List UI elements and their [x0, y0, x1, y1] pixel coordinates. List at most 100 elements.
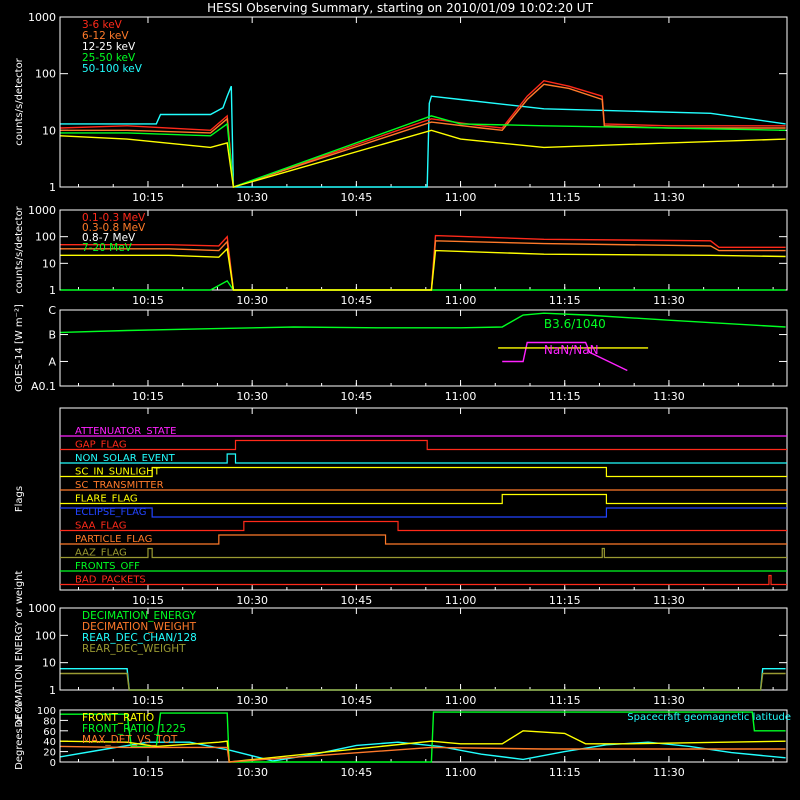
flag-trace — [60, 547, 787, 559]
y-axis-label-decimation: DECIMATION ENERGY or weight — [14, 570, 25, 727]
x-tick-label: 10:15 — [132, 766, 164, 779]
flag-trace — [60, 534, 787, 545]
flag-trace — [60, 466, 787, 478]
series-rear-dec-weight — [60, 672, 786, 691]
x-tick-label: 10:15 — [132, 694, 164, 707]
flag-label: SAA_FLAG — [75, 521, 126, 532]
legend-entry: REAR_DEC_CHAN/128 — [82, 632, 197, 644]
legend-entry: REAR_DEC_WEIGHT — [82, 643, 186, 655]
legend-entry: FRONT_RATIO_1225 — [82, 723, 186, 735]
legend-entry: FRONT_RATIO — [82, 712, 154, 724]
y-axis-label-flags: Flags — [14, 486, 25, 512]
y-tick-label: 20 — [43, 748, 56, 759]
y-tick-label: A0.1 — [31, 380, 56, 393]
y-tick-label: 100 — [37, 706, 56, 717]
flag-label: FRONTS_OFF — [75, 561, 140, 572]
y-axis-label-goes: GOES-14 [W m⁻²] — [14, 304, 25, 392]
y-tick-label: 1000 — [28, 602, 56, 615]
series-max-det-vs-tot — [60, 745, 786, 763]
y-tick-label: 1 — [49, 284, 56, 297]
flag-label: ECLIPSE_FLAG — [75, 507, 146, 518]
series-6-12-kev — [60, 83, 786, 188]
x-tick-label: 11:00 — [445, 191, 477, 204]
y-tick-label: 10 — [42, 257, 56, 270]
x-tick-label: 10:45 — [341, 694, 373, 707]
x-tick-label: 11:15 — [549, 766, 581, 779]
x-tick-label: 11:30 — [653, 294, 685, 307]
x-tick-label: 10:45 — [341, 594, 373, 607]
y-axis-label-xray: counts/s/detector — [14, 57, 25, 145]
panel-frame-xray — [59, 16, 788, 188]
x-tick-label: 10:30 — [236, 766, 268, 779]
x-tick-label: 10:45 — [341, 390, 373, 403]
y-tick-label: C — [48, 304, 56, 317]
series-7-20-mev — [60, 279, 786, 291]
flag-trace — [60, 493, 787, 505]
x-tick-label: 10:15 — [132, 191, 164, 204]
x-tick-label: 11:30 — [653, 594, 685, 607]
y-tick-label: B — [48, 329, 56, 342]
legend-entry: 3-6 keV — [82, 19, 123, 31]
x-tick-label: 11:00 — [445, 594, 477, 607]
latitude-annotation: Spacecraft geomagnetic latitude — [627, 712, 791, 723]
x-tick-label: 10:30 — [236, 191, 268, 204]
legend-entry: MAX_DET_VS_TOT — [82, 734, 178, 746]
legend-entry: 25-50 keV — [82, 52, 136, 64]
x-tick-label: 11:30 — [653, 766, 685, 779]
chart-title: HESSI Observing Summary, starting on 201… — [207, 1, 593, 15]
x-tick-label: 10:30 — [236, 694, 268, 707]
panel-frame-goes — [59, 309, 788, 387]
y-tick-label: 1 — [49, 181, 56, 194]
x-tick-label: 11:15 — [549, 390, 581, 403]
x-tick-label: 10:45 — [341, 191, 373, 204]
flag-label: NON_SOLAR_EVENT — [75, 453, 176, 464]
goes-annotation: B3.6/1040 — [544, 317, 606, 331]
y-tick-label: 10 — [42, 657, 56, 670]
x-tick-label: 11:15 — [549, 191, 581, 204]
flag-trace — [60, 507, 787, 518]
flag-label: SC_TRANSMITTER — [75, 480, 164, 491]
legend-entry: 50-100 keV — [82, 63, 143, 75]
flag-label: SC_IN_SUNLIGHT — [75, 467, 161, 478]
y-tick-label: 0 — [50, 758, 56, 769]
x-tick-label: 11:15 — [549, 594, 581, 607]
flag-label: GAP_FLAG — [75, 440, 127, 451]
flag-trace — [60, 574, 787, 586]
goes-annotation: NaN/NaN — [544, 343, 599, 357]
series-50-100-kev — [60, 85, 786, 188]
legend-entry: DECIMATION_ENERGY — [82, 610, 196, 622]
legend-entry: 7-20 MeV — [82, 242, 133, 254]
flag-trace — [60, 439, 787, 451]
x-tick-label: 10:45 — [341, 766, 373, 779]
legend-entry: DECIMATION_WEIGHT — [82, 621, 197, 633]
x-tick-label: 11:00 — [445, 390, 477, 403]
y-tick-label: 100 — [35, 231, 56, 244]
x-tick-label: 10:15 — [132, 294, 164, 307]
x-tick-label: 10:30 — [236, 390, 268, 403]
y-tick-label: 40 — [43, 737, 56, 748]
series-0-8-7-mev — [60, 247, 786, 291]
y-tick-label: 100 — [35, 68, 56, 81]
y-tick-label: 1000 — [28, 204, 56, 217]
series-goes — [60, 312, 786, 334]
y-tick-label: 100 — [35, 629, 56, 642]
panel-frame-flags — [59, 407, 788, 591]
x-tick-label: 11:15 — [549, 694, 581, 707]
series-12-25-kev — [60, 129, 786, 188]
x-tick-label: 11:00 — [445, 694, 477, 707]
y-tick-label: 10 — [42, 124, 56, 137]
y-tick-label: A — [48, 355, 56, 368]
legend-entry: 0.8-7 MeV — [82, 232, 136, 244]
flag-label: AAZ_FLAG — [75, 548, 127, 559]
x-tick-label: 11:00 — [445, 294, 477, 307]
x-tick-label: 10:30 — [236, 594, 268, 607]
legend-entry: 12-25 keV — [82, 41, 136, 53]
flag-label: BAD_PACKETS — [75, 575, 146, 586]
x-tick-label: 10:15 — [132, 390, 164, 403]
series-front-ratio-1225 — [60, 711, 786, 763]
series-25-50-kev — [60, 115, 786, 188]
y-tick-label: 1000 — [28, 11, 56, 24]
flag-trace — [60, 453, 787, 464]
x-tick-label: 11:00 — [445, 766, 477, 779]
